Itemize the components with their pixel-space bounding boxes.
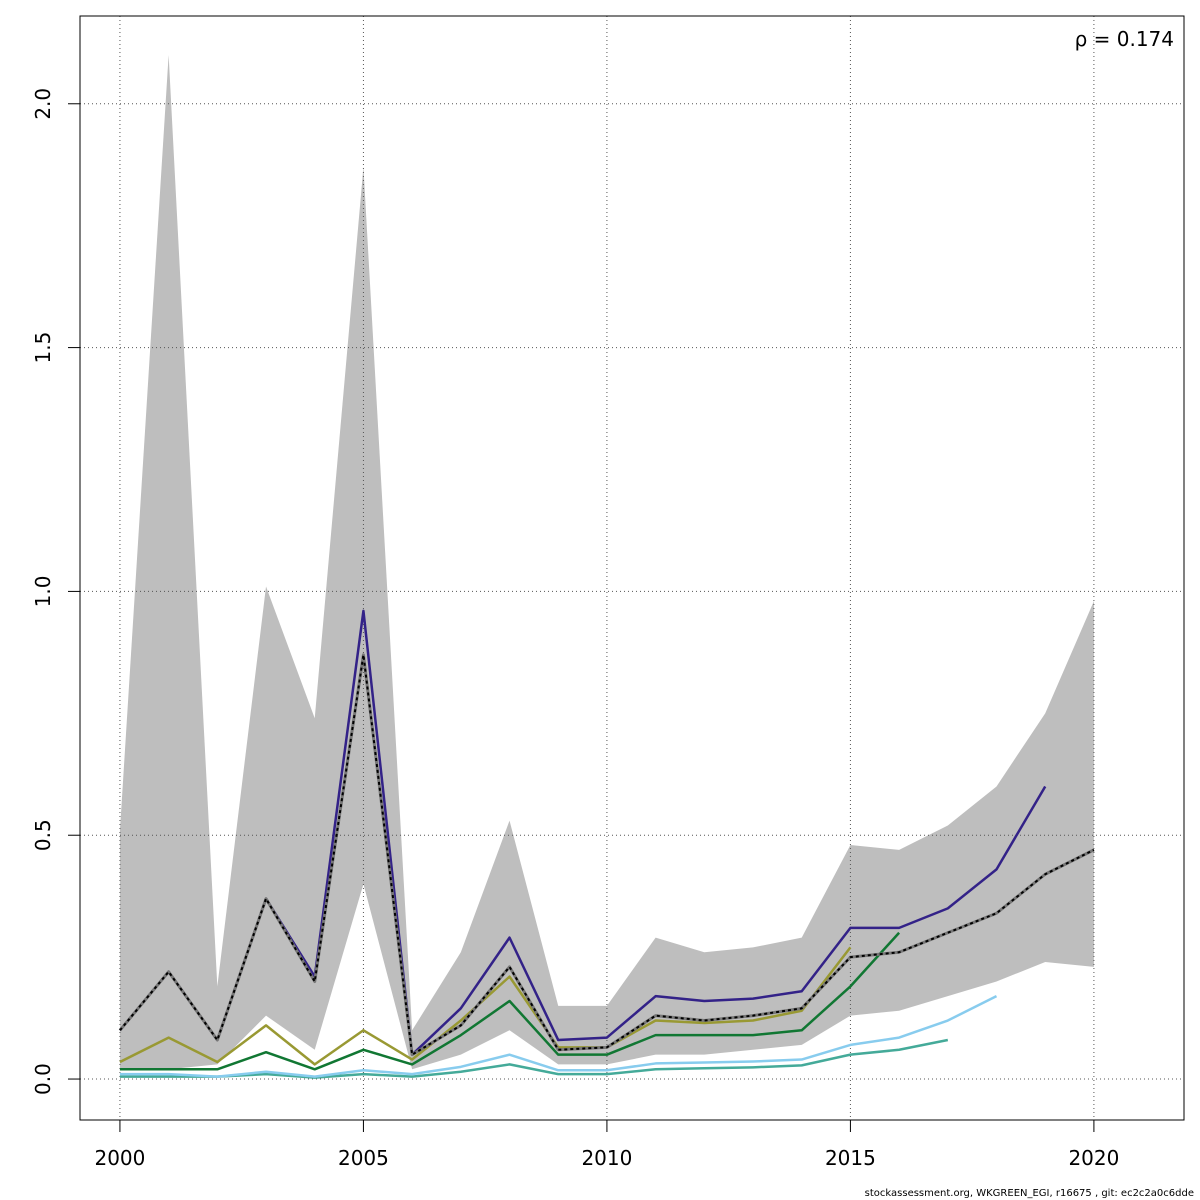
y-tick-label: 0.0 [31, 1063, 55, 1095]
series-line [119, 946, 852, 1066]
confidence-band [119, 55, 1094, 1070]
plot-frame [79, 15, 1185, 1121]
y-tick-label: 2.0 [31, 88, 55, 120]
y-tick-label: 0.5 [31, 819, 55, 851]
x-tick-label: 2020 [1068, 1146, 1119, 1170]
footer: stockassessment.org, WKGREEN_EGI, r16675… [865, 1188, 1194, 1199]
series-line [119, 931, 901, 1071]
y-tick-label: 1.5 [31, 332, 55, 364]
series-line [119, 995, 998, 1078]
x-tick-label: 2015 [825, 1146, 876, 1170]
x-tick-label: 2000 [94, 1146, 145, 1170]
series-line [119, 653, 1095, 1056]
x-tick-label: 2005 [338, 1146, 389, 1170]
y-tick-label: 1.0 [31, 576, 55, 608]
series-line [119, 1038, 949, 1079]
x-tick-label: 2010 [581, 1146, 632, 1170]
annotation: ρ = 0.174 [1075, 27, 1174, 51]
